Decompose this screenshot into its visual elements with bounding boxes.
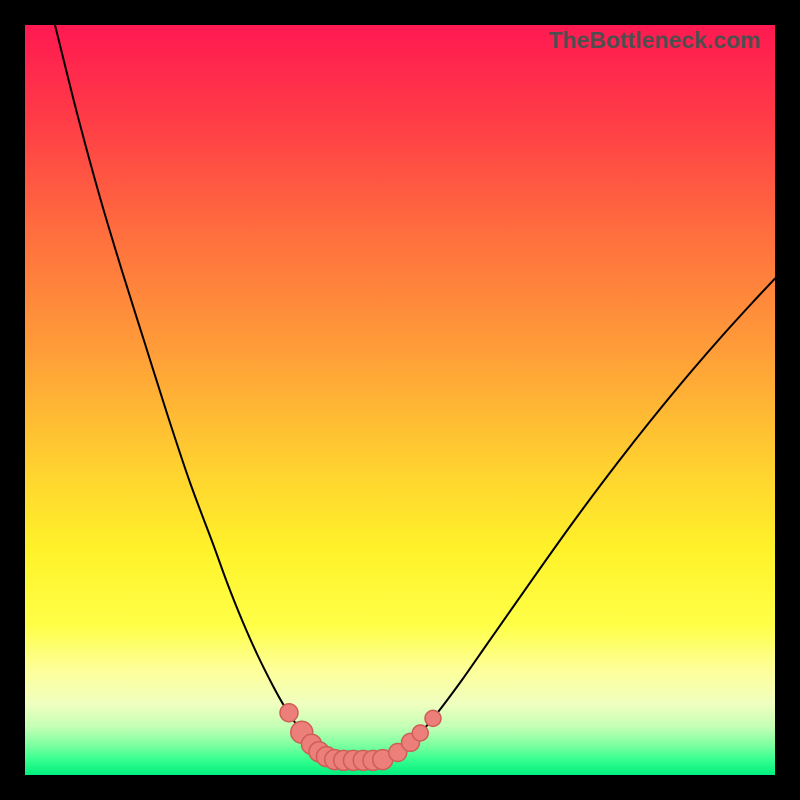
marker-point	[412, 725, 428, 741]
gradient-background	[25, 25, 775, 775]
watermark-text: TheBottleneck.com	[549, 27, 761, 54]
marker-point	[425, 710, 441, 726]
chart-frame: TheBottleneck.com	[0, 0, 800, 800]
chart-svg	[25, 25, 775, 775]
plot-area	[25, 25, 775, 775]
marker-point	[280, 704, 298, 722]
